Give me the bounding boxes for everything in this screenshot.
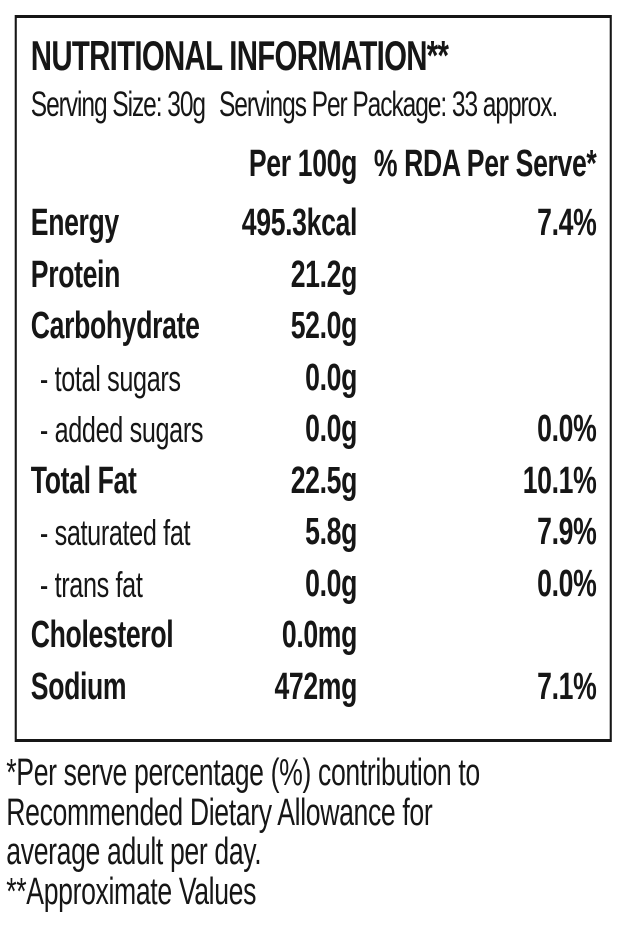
- table-row: - saturated fat 5.8g 7.9%: [31, 507, 597, 559]
- rda-per-serve-value: [357, 610, 596, 662]
- nutrient-name: Energy: [30, 202, 119, 244]
- per-100g-value: 52.0g: [290, 305, 358, 347]
- serving-info: Serving Size: 30g Servings Per Package: …: [31, 82, 597, 128]
- rda-per-serve-value: [357, 353, 596, 405]
- rda-per-serve-value: 0.0%: [537, 562, 597, 605]
- table-row: Cholesterol 0.0mg: [31, 610, 597, 662]
- per-100g-value: 0.0mg: [281, 614, 357, 656]
- rda-per-serve-value: 10.1%: [522, 459, 597, 502]
- table-row: Energy 495.3kcal 7.4%: [31, 198, 597, 250]
- nutrient-name: Sodium: [30, 665, 127, 708]
- rda-per-serve-value: 7.9%: [537, 511, 597, 553]
- footnotes: *Per serve percentage (%) contribution t…: [6, 752, 623, 913]
- nutrient-rows: Energy 495.3kcal 7.4% Protein 21.2g Carb…: [31, 198, 597, 713]
- servings-per-package-text: Servings Per Package: 33 approx.: [218, 85, 558, 124]
- per-100g-value: 21.2g: [290, 253, 358, 296]
- nutrient-name: - saturated fat: [39, 512, 191, 553]
- rda-per-serve-value: 0.0%: [537, 408, 597, 450]
- nutrient-name: Protein: [30, 253, 121, 296]
- per-100g-value: 22.5g: [290, 459, 358, 502]
- rda-per-serve-value: [357, 250, 596, 302]
- per-100g-value: 0.0g: [305, 408, 357, 450]
- column-header-spacer: [31, 142, 206, 186]
- table-header-row: Per 100g % RDA Per Serve*: [31, 142, 597, 186]
- rda-per-serve-value: 7.1%: [537, 665, 597, 708]
- column-header-per-100g: Per 100g: [248, 143, 357, 185]
- table-row: Protein 21.2g: [31, 250, 597, 302]
- table-row: Total Fat 22.5g 10.1%: [31, 456, 597, 508]
- nutrition-label-page: NUTRITIONAL INFORMATION** Serving Size: …: [0, 15, 624, 912]
- rda-per-serve-value: [357, 301, 596, 353]
- table-row: - added sugars 0.0g 0.0%: [31, 404, 597, 456]
- table-row: - trans fat 0.0g 0.0%: [31, 559, 597, 611]
- nutrient-name: Total Fat: [30, 459, 137, 502]
- per-100g-value: 0.0g: [305, 356, 357, 399]
- footnote-line: **Approximate Values: [6, 870, 257, 913]
- per-100g-value: 0.0g: [305, 562, 357, 605]
- nutrient-name: Carbohydrate: [30, 305, 200, 347]
- nutrition-panel: NUTRITIONAL INFORMATION** Serving Size: …: [14, 15, 612, 742]
- serving-size-text: Serving Size: 30g: [30, 85, 206, 124]
- column-header-rda-per-serve: % RDA Per Serve*: [373, 143, 597, 185]
- nutrient-name: - total sugars: [39, 357, 181, 399]
- per-100g-value: 5.8g: [305, 511, 357, 553]
- footnote-line: Recommended Dietary Allowance for: [6, 791, 433, 834]
- footnote-line: *Per serve percentage (%) contribution t…: [6, 752, 480, 794]
- table-row: Carbohydrate 52.0g: [31, 301, 597, 353]
- nutrient-name: - added sugars: [39, 409, 204, 450]
- nutrient-name: - trans fat: [39, 563, 143, 605]
- panel-title: NUTRITIONAL INFORMATION**: [30, 32, 449, 79]
- per-100g-value: 472mg: [274, 665, 357, 708]
- rda-per-serve-value: 7.4%: [537, 202, 597, 244]
- footnote-line: average adult per day.: [6, 831, 262, 873]
- table-row: - total sugars 0.0g: [31, 353, 597, 405]
- per-100g-value: 495.3kcal: [241, 202, 358, 244]
- table-row: Sodium 472mg 7.1%: [31, 662, 597, 714]
- nutrient-name: Cholesterol: [30, 614, 174, 656]
